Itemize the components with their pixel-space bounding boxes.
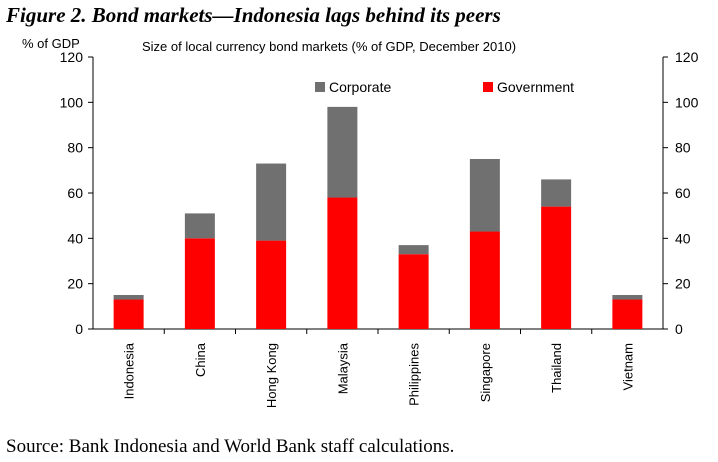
bar-government-hong-kong [256, 240, 287, 329]
x-tick-label: Indonesia [122, 342, 137, 399]
source-note: Source: Bank Indonesia and World Bank st… [6, 436, 455, 457]
bar-corporate-philippines [398, 245, 429, 255]
y-tick-label-right: 120 [675, 49, 699, 65]
bars [113, 106, 643, 329]
axes: 0 0 20 20 40 40 60 60 80 80 100 100 120 120 Indonesia C… [60, 49, 699, 408]
bar-government-singapore [469, 231, 500, 329]
bar-corporate-vietnam [612, 295, 643, 300]
bar-government-thailand [541, 206, 572, 329]
bar-government-china [184, 238, 215, 329]
bar-government-malaysia [327, 197, 358, 329]
y-tick-label-right: 100 [675, 94, 699, 110]
y-tick-label-left: 80 [67, 140, 83, 156]
y-axis-label: % of GDP [22, 36, 80, 51]
x-tick-label: Philippines [407, 343, 422, 406]
y-tick-label-left: 0 [75, 321, 83, 337]
y-tick-label-right: 0 [675, 321, 683, 337]
x-tick-label: Thailand [549, 343, 564, 393]
chart-title: Size of local currency bond markets (% o… [142, 39, 516, 54]
y-tick-label-left: 40 [67, 230, 83, 246]
y-tick-label-left: 60 [67, 185, 83, 201]
y-tick-label-left: 120 [60, 49, 84, 65]
bar-corporate-china [184, 213, 215, 239]
y-tick-label-left: 100 [60, 94, 84, 110]
legend-label-corporate: Corporate [329, 79, 391, 95]
bar-corporate-malaysia [327, 106, 358, 198]
x-tick-label: Hong Kong [264, 343, 279, 408]
y-tick-label-left: 20 [67, 276, 83, 292]
x-tick-label: Malaysia [335, 342, 350, 394]
x-tick-label: Singapore [478, 343, 493, 402]
y-tick-label-right: 60 [675, 185, 691, 201]
bar-corporate-hong-kong [256, 163, 287, 241]
legend-label-government: Government [497, 79, 574, 95]
bar-corporate-thailand [541, 179, 572, 207]
y-tick-label-right: 80 [675, 140, 691, 156]
x-tick-label: Vietnam [620, 343, 635, 390]
bar-government-indonesia [113, 299, 144, 329]
bar-corporate-indonesia [113, 295, 144, 300]
legend-swatch-corporate [315, 82, 325, 92]
bar-corporate-singapore [469, 159, 500, 232]
x-tick-label: China [193, 342, 208, 377]
bar-government-philippines [398, 254, 429, 329]
y-tick-label-right: 20 [675, 276, 691, 292]
legend: Corporate Government [315, 79, 574, 95]
figure-title: Figure 2. Bond markets—Indonesia lags be… [6, 3, 501, 27]
bar-government-vietnam [612, 299, 643, 329]
legend-swatch-government [483, 82, 493, 92]
y-tick-label-right: 40 [675, 230, 691, 246]
